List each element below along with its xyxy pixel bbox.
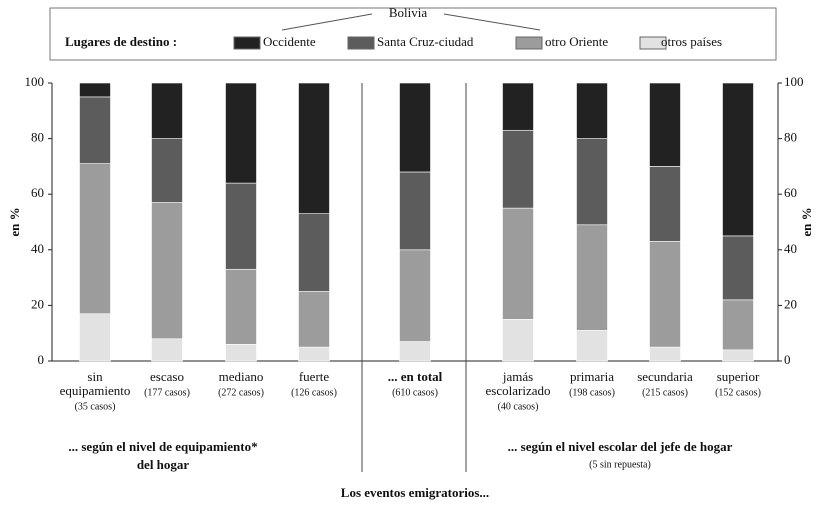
bar-segment <box>399 249 431 342</box>
x-tick-label: sin <box>87 369 103 384</box>
legend-swatch <box>347 36 375 50</box>
y2-tick-label: 100 <box>784 74 804 89</box>
bar-segment <box>399 341 431 362</box>
case-label: (152 casos) <box>715 387 761 398</box>
bar-segment <box>225 344 257 362</box>
y-axis-label: en % <box>799 207 814 236</box>
bar-segment <box>649 241 681 348</box>
legend-swatch <box>233 36 261 50</box>
x-tick-label: equipamiento <box>60 383 131 398</box>
group-note: (5 sin repuesta) <box>589 459 651 470</box>
y2-tick-label: 80 <box>784 130 797 145</box>
bracket <box>443 13 541 31</box>
bar-segment <box>722 82 754 237</box>
legend-swatch <box>515 36 543 50</box>
bar-segment <box>649 82 681 167</box>
case-label: (126 casos) <box>291 387 337 398</box>
x-tick-label: secundaria <box>637 369 693 384</box>
x-tick-label: fuerte <box>299 369 330 384</box>
footer: Los eventos emigratorios... <box>341 485 489 500</box>
y-tick-label: 0 <box>38 352 45 367</box>
group-label: ... según el nivel de equipamiento* <box>68 439 257 454</box>
bar-segment <box>576 330 608 362</box>
legend-label: Occidente <box>263 34 316 49</box>
x-tick-label: ... en total <box>388 369 443 384</box>
bar-segment <box>151 202 183 340</box>
y-tick-label: 20 <box>31 296 44 311</box>
y-tick-label: 100 <box>25 74 45 89</box>
bar-segment <box>79 96 111 164</box>
legend-label: otro Oriente <box>545 34 608 49</box>
case-label: (177 casos) <box>144 387 190 398</box>
bar-segment <box>722 299 754 351</box>
bar-segment <box>576 82 608 139</box>
x-tick-label: superior <box>717 369 760 384</box>
bar-segment <box>79 82 111 98</box>
bar-segment <box>502 129 534 209</box>
bar-segment <box>298 346 330 362</box>
legend-swatch <box>639 36 667 50</box>
case-label: (198 casos) <box>569 387 615 398</box>
bracket <box>281 13 373 31</box>
case-label: (215 casos) <box>642 387 688 398</box>
x-tick-label: escaso <box>150 369 184 384</box>
bar-segment <box>79 163 111 315</box>
legend-label: otros países <box>661 34 722 49</box>
legend-group: Bolivia <box>389 5 428 20</box>
bar-segment <box>576 138 608 226</box>
x-tick-label: primaria <box>570 369 614 384</box>
bar-segment <box>399 82 431 173</box>
bar-segment <box>649 166 681 242</box>
bar-segment <box>576 224 608 331</box>
y-tick-label: 80 <box>31 130 44 145</box>
y2-tick-label: 40 <box>784 241 797 256</box>
case-label: (272 casos) <box>218 387 264 398</box>
bar-segment <box>298 291 330 348</box>
bar-segment <box>225 82 257 184</box>
bar-segment <box>151 82 183 139</box>
y-tick-label: 60 <box>31 185 44 200</box>
bar-segment <box>79 313 111 362</box>
bar-segment <box>151 338 183 362</box>
bar-segment <box>502 318 534 362</box>
group-label: ... según el nivel escolar del jefe de h… <box>508 439 733 454</box>
bar-segment <box>225 268 257 345</box>
y-tick-label: 40 <box>31 241 44 256</box>
bar-segment <box>722 235 754 301</box>
y2-tick-label: 60 <box>784 185 797 200</box>
bar-segment <box>399 171 431 251</box>
bar-segment <box>298 213 330 292</box>
bar-segment <box>649 346 681 362</box>
legend-title: Lugares de destino : <box>65 34 177 49</box>
x-tick-label: mediano <box>219 369 264 384</box>
bar-segment <box>151 138 183 203</box>
y2-tick-label: 20 <box>784 296 797 311</box>
bar-segment <box>225 182 257 270</box>
group-label: del hogar <box>137 457 190 472</box>
y-axis-label: en % <box>7 207 22 236</box>
legend-label: Santa Cruz-ciudad <box>377 34 474 49</box>
y2-tick-label: 0 <box>784 352 791 367</box>
case-label: (610 casos) <box>392 387 438 398</box>
legend-box <box>49 7 777 61</box>
x-tick-label: escolarizado <box>486 383 551 398</box>
bar-segment <box>502 207 534 320</box>
x-tick-label: jamás <box>502 369 533 384</box>
case-label: (35 casos) <box>75 401 116 412</box>
bar-segment <box>298 82 330 214</box>
bar-segment <box>502 82 534 131</box>
bar-segment <box>722 349 754 362</box>
case-label: (40 casos) <box>498 401 539 412</box>
